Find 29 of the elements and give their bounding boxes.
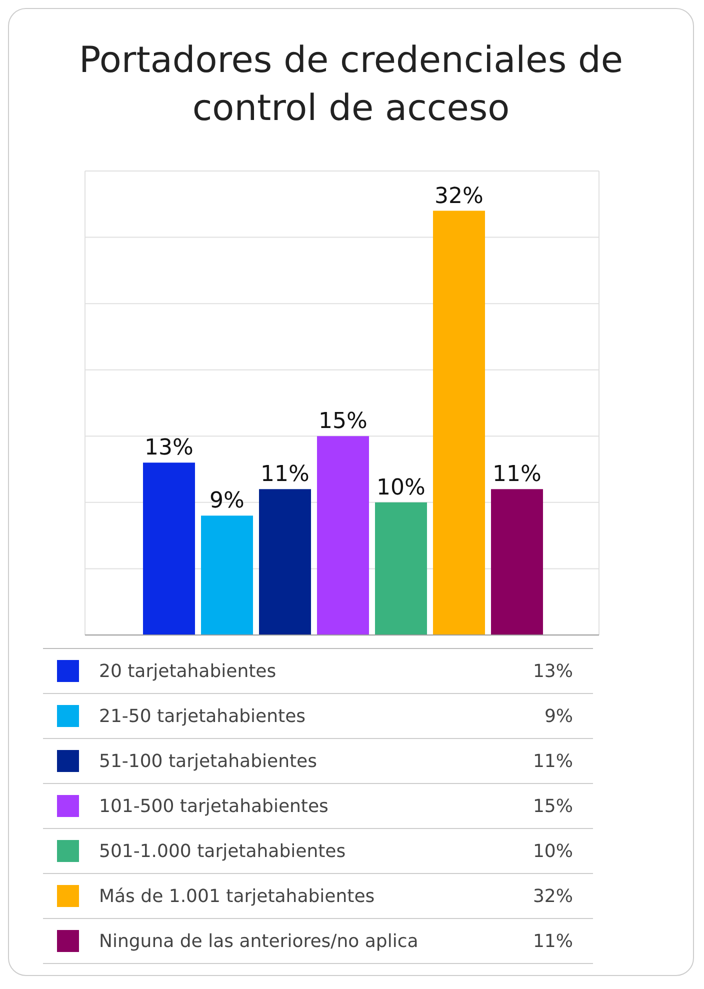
data-label: 11% — [492, 462, 542, 488]
legend-label: 20 tarjetahabientes — [99, 660, 278, 682]
text: 11% — [532, 930, 573, 952]
legend-label: 21-50 tarjetahabientes — [99, 706, 307, 726]
data-label: 32% — [434, 184, 484, 209]
data-label: 9% — [210, 488, 244, 514]
data-label: 11% — [260, 462, 310, 488]
bar — [491, 489, 543, 635]
data-label: 10% — [376, 475, 426, 500]
bar — [143, 462, 195, 635]
legend-label: 101-500 tarjetahabientes — [99, 796, 330, 816]
text: 9% — [544, 706, 573, 726]
bar — [317, 436, 369, 635]
text: 13% — [532, 660, 573, 682]
legend-label: 51-100 tarjetahabientes — [99, 750, 318, 772]
legend-label: Ninguna de las anteriores/no aplica — [99, 930, 420, 952]
bar — [259, 489, 311, 635]
legend-label: 501-1.000 tarjetahabientes — [99, 840, 347, 862]
bar — [375, 502, 427, 635]
text: 11% — [532, 750, 573, 772]
chart-title: Portadores de credenciales de control de acceso — [78, 39, 624, 131]
data-label: 13% — [144, 436, 194, 461]
bar — [201, 516, 253, 635]
text: 10% — [532, 840, 573, 862]
bar — [433, 210, 485, 635]
legend-label: Más de 1.001 tarjetahabientes — [99, 886, 376, 906]
text: 15% — [532, 796, 573, 816]
data-label: 15% — [318, 409, 368, 434]
text: 32% — [532, 886, 573, 906]
